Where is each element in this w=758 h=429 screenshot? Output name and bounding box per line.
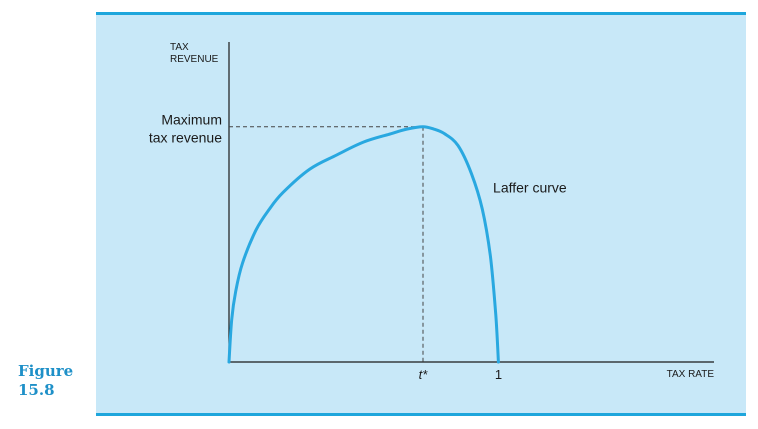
- figure-panel: [96, 12, 746, 416]
- y-axis-title-line-1: TAX: [170, 42, 189, 53]
- max-revenue-label-line-1: Maximum: [161, 112, 222, 128]
- x-axis-title: TAX RATE: [667, 369, 715, 380]
- figure-label: Figure 15.8: [18, 362, 73, 400]
- y-axis-title-line-2: REVENUE: [170, 54, 219, 65]
- figure-number: 15.8: [18, 381, 55, 399]
- laffer-curve-label: Laffer curve: [493, 180, 567, 196]
- x-tick-label-one: 1: [495, 367, 502, 382]
- laffer-curve-line: [227, 125, 500, 364]
- x-tick-label-t-star: t*: [419, 367, 429, 382]
- max-revenue-label-line-2: tax revenue: [149, 130, 222, 146]
- figure-word: Figure: [18, 362, 74, 380]
